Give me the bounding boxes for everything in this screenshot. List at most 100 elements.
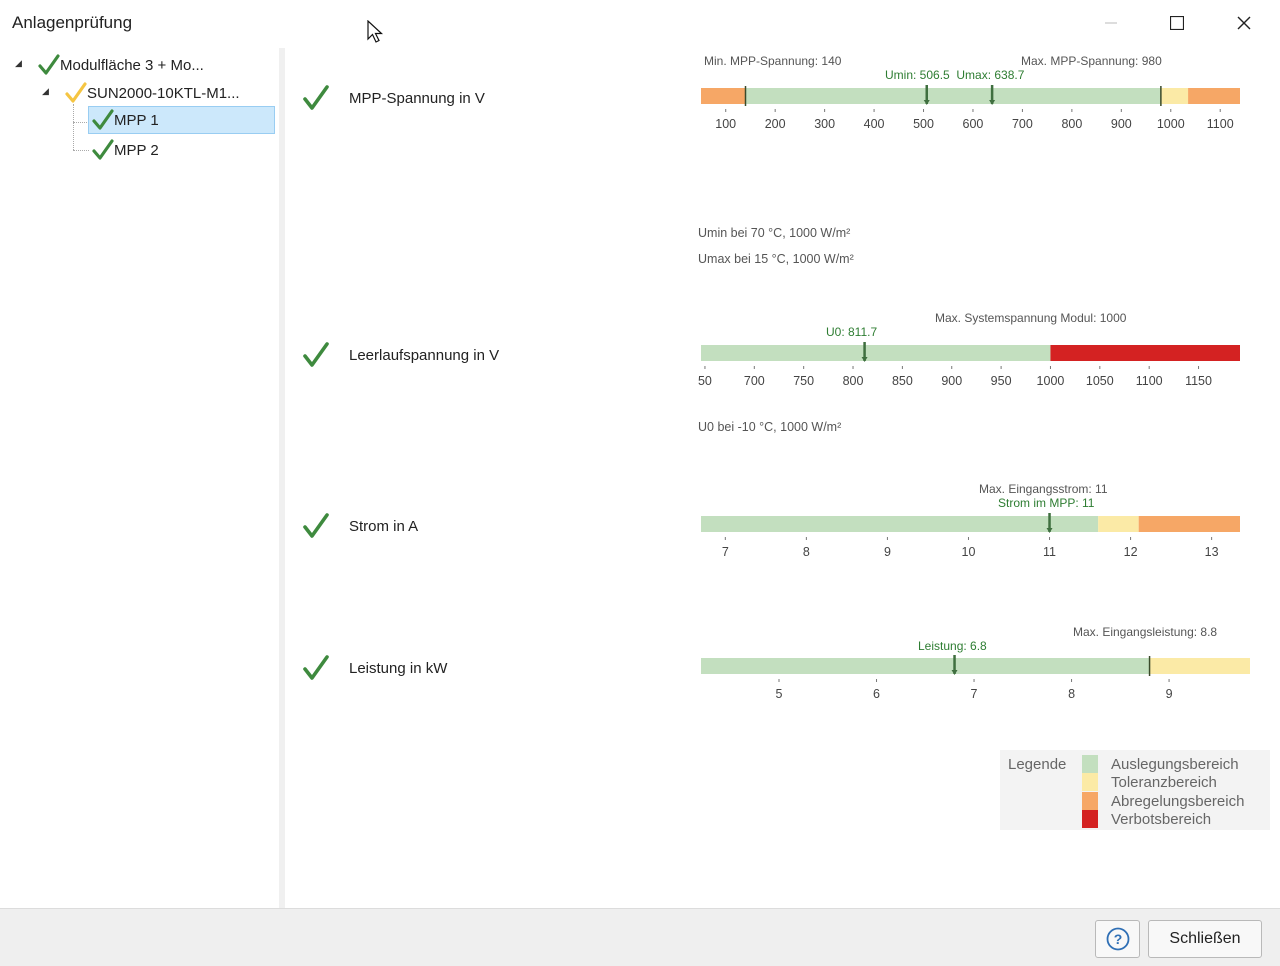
dialog-footer xyxy=(0,908,1280,966)
chart1-tick-label: 900 xyxy=(941,374,962,388)
chart2-tick-label: 12 xyxy=(1124,545,1138,559)
tree-item-mpp2[interactable]: MPP 2 xyxy=(92,137,159,163)
chart2-tick-label: 11 xyxy=(1043,545,1056,559)
tree-item-inverter[interactable]: SUN2000-10KTL-M1... xyxy=(65,80,240,106)
close-window-button[interactable] xyxy=(1211,0,1277,46)
tree-item-modulflaeche[interactable]: Modulfläche 3 + Mo... xyxy=(38,52,204,78)
chart1-tick-label: 950 xyxy=(991,374,1012,388)
expand-toggle-icon[interactable]: ◢ xyxy=(15,58,22,68)
chart0-min-label: Min. MPP-Spannung: 140 xyxy=(704,54,842,68)
chart3-tick-label: 9 xyxy=(1166,687,1173,701)
chart0-tick-label: 600 xyxy=(963,117,984,131)
chart2-tick-label: 7 xyxy=(722,545,729,559)
chart0-tick-label: 700 xyxy=(1012,117,1033,131)
tree-item-label: Modulfläche 3 + Mo... xyxy=(60,56,204,74)
legend-item: Abregelungsbereich xyxy=(1082,792,1244,810)
title-bar: Anlagenprüfung xyxy=(0,0,1280,46)
tree-connector xyxy=(73,150,89,151)
legend: Legende Auslegungsbereich Toleranzbereic… xyxy=(1000,750,1270,830)
legend-label: Toleranzbereich xyxy=(1111,773,1217,791)
check-icon xyxy=(303,342,329,367)
question-circle-icon: ? xyxy=(1106,927,1129,951)
chart1-tick-label: 1050 xyxy=(1086,374,1114,388)
check-label-mpp-spannung: MPP-Spannung in V xyxy=(349,90,485,107)
chart1-tick-label: 1000 xyxy=(1037,374,1065,388)
chart1-tick-label: 700 xyxy=(744,374,765,388)
chart0-segment xyxy=(1188,88,1240,104)
chart0-tick-label: 200 xyxy=(765,117,786,131)
chart3-value-arrow xyxy=(951,670,958,675)
chart0-tick-label: 900 xyxy=(1111,117,1132,131)
chart0-value-arrow xyxy=(923,100,930,105)
check-icon xyxy=(303,513,329,538)
chart1-tick-label: 50 xyxy=(698,374,712,388)
minimize-button[interactable] xyxy=(1078,0,1144,46)
legend-label: Auslegungsbereich xyxy=(1111,755,1239,773)
chart2-tick-label: 10 xyxy=(962,545,976,559)
check-icon xyxy=(38,54,60,75)
chart0-tick-label: 800 xyxy=(1061,117,1082,131)
chart3-tick-label: 7 xyxy=(971,687,978,701)
chart0-max-label: Max. MPP-Spannung: 980 xyxy=(1021,54,1162,68)
chart1-tick-label: 750 xyxy=(793,374,814,388)
help-button[interactable]: ? xyxy=(1095,920,1140,958)
chart1-note-u0: U0 bei -10 °C, 1000 W/m² xyxy=(698,420,842,434)
legend-swatch xyxy=(1082,792,1098,810)
check-icon xyxy=(303,85,329,110)
expand-toggle-icon[interactable]: ◢ xyxy=(42,86,49,96)
tree-item-label: SUN2000-10KTL-M1... xyxy=(87,84,240,102)
splitter[interactable] xyxy=(279,48,285,908)
chart0-segment xyxy=(745,88,1161,104)
chart0-tick-label: 500 xyxy=(913,117,934,131)
maximize-button[interactable] xyxy=(1144,0,1210,46)
chart3-tick-label: 6 xyxy=(873,687,880,701)
legend-title: Legende xyxy=(1008,756,1067,773)
window-title: Anlagenprüfung xyxy=(12,13,133,32)
legend-item: Auslegungsbereich xyxy=(1082,755,1239,773)
chart3-marker-label: Leistung: 6.8 xyxy=(918,639,987,653)
check-icon xyxy=(92,109,114,130)
check-label-leistung: Leistung in kW xyxy=(349,660,448,677)
chart0-tick-label: 1100 xyxy=(1207,117,1234,131)
check-warning-icon xyxy=(65,82,87,103)
chart2-segment xyxy=(1138,516,1240,532)
chart2-segment xyxy=(1098,516,1139,532)
tree-item-mpp1[interactable]: MPP 1 xyxy=(88,106,275,134)
tree-item-label: MPP 2 xyxy=(114,141,159,159)
check-label-leerlaufspannung: Leerlaufspannung in V xyxy=(349,347,500,364)
chart2-segment xyxy=(701,516,1099,532)
check-icon xyxy=(303,655,329,680)
legend-item: Toleranzbereich xyxy=(1082,773,1217,791)
chart3-tick-label: 5 xyxy=(776,687,783,701)
maximize-icon xyxy=(1170,16,1184,30)
legend-swatch xyxy=(1082,810,1098,828)
tree-item-label: MPP 1 xyxy=(114,111,159,129)
chart1-marker-label: U0: 811.7 xyxy=(826,325,878,339)
chart1-segment xyxy=(701,345,1051,361)
tree-connector xyxy=(73,122,89,123)
chart1-tick-label: 1100 xyxy=(1136,374,1163,388)
chart2-value-arrow xyxy=(1046,528,1053,533)
chart0-tick-label: 300 xyxy=(814,117,835,131)
chart3-segment xyxy=(1149,658,1250,674)
chart0-tick-label: 1000 xyxy=(1157,117,1185,131)
chart2-tick-label: 8 xyxy=(803,545,810,559)
close-icon xyxy=(1237,16,1251,30)
close-button[interactable]: Schließen xyxy=(1148,920,1262,958)
check-label-strom: Strom in A xyxy=(349,518,419,535)
legend-label: Verbotsbereich xyxy=(1111,810,1212,828)
chart2-tick-label: 13 xyxy=(1205,545,1219,559)
chart3-segment xyxy=(701,658,1150,674)
chart1-tick-label: 800 xyxy=(843,374,864,388)
chart0-note-umin: Umin bei 70 °C, 1000 W/m² xyxy=(698,226,851,240)
chart0-note-umax: Umax bei 15 °C, 1000 W/m² xyxy=(698,252,854,266)
chart1-segment xyxy=(1050,345,1240,361)
legend-swatch xyxy=(1082,773,1098,791)
tree-connector xyxy=(73,104,74,150)
legend-swatch xyxy=(1082,755,1098,773)
chart3-tick-label: 8 xyxy=(1068,687,1075,701)
chart0-marker-label: Umin: 506.5 Umax: 638.7 xyxy=(885,68,1025,82)
chart1-max-label: Max. Systemspannung Modul: 1000 xyxy=(935,311,1127,325)
chart1-tick-label: 850 xyxy=(892,374,913,388)
